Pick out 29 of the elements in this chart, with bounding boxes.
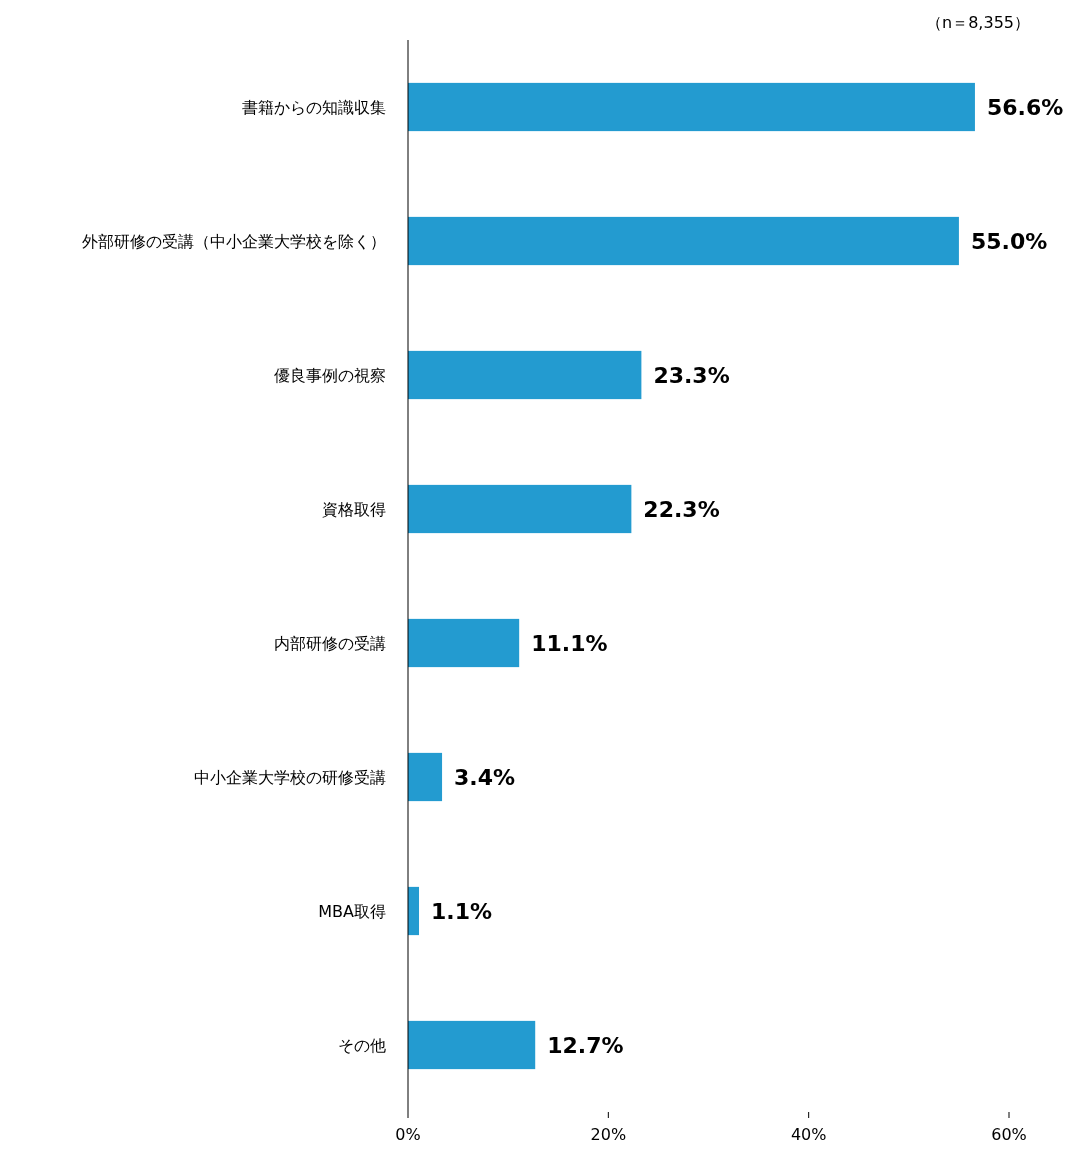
bar [408, 484, 632, 534]
data-label: 23.3% [653, 362, 730, 388]
y-tick-label: 書籍からの知識収集 [242, 97, 386, 117]
x-tick-label: 40% [790, 1125, 827, 1144]
data-label: 1.1% [431, 898, 493, 924]
bar [408, 1020, 536, 1070]
bar [408, 886, 420, 936]
text: （n＝8,355） [926, 13, 1030, 32]
data-label: 55.0% [970, 228, 1048, 254]
data-label: 12.7% [547, 1032, 624, 1058]
y-tick-label: その他 [338, 1035, 386, 1055]
data-label: 11.1% [531, 630, 608, 656]
x-tick-label: 60% [991, 1125, 1027, 1144]
x-tick-label: 0% [395, 1125, 421, 1144]
bar [408, 752, 443, 802]
x-tick-label: 20% [590, 1125, 627, 1144]
data-label: 22.3% [643, 496, 720, 522]
y-tick-label: 中小企業大学校の研修受講 [194, 767, 386, 787]
bar [408, 82, 975, 132]
y-tick-label: 資格取得 [322, 499, 386, 519]
data-label: 56.6% [986, 94, 1064, 120]
bar [408, 350, 642, 400]
data-label: 3.4% [454, 764, 516, 790]
y-tick-label: MBA取得 [318, 901, 386, 921]
bar [408, 216, 959, 266]
bar [408, 618, 520, 668]
y-tick-label: 内部研修の受講 [274, 633, 386, 653]
y-tick-label: 外部研修の受講（中小企業大学校を除く） [82, 231, 386, 251]
y-tick-label: 優良事例の視察 [274, 365, 386, 385]
